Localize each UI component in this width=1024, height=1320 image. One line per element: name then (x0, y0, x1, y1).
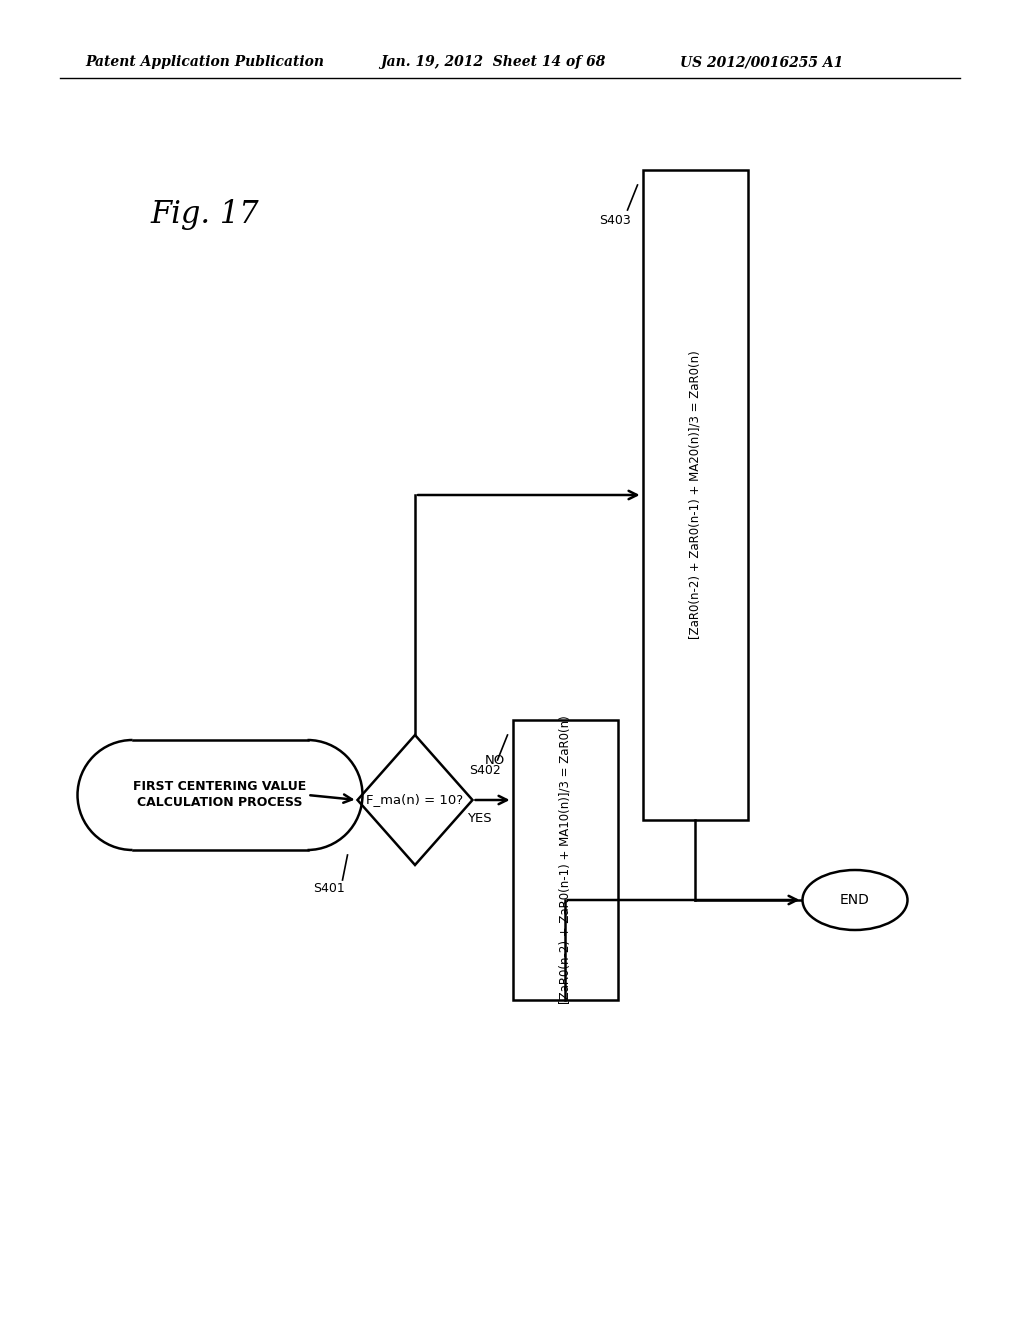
Text: [ZaR0(n-2) + ZaR0(n-1) + MA10(n)]/3 = ZaR0(n): [ZaR0(n-2) + ZaR0(n-1) + MA10(n)]/3 = Za… (558, 715, 571, 1005)
Text: S401: S401 (313, 882, 345, 895)
Bar (642, 170, 748, 820)
Text: FIRST CENTERING VALUE
CALCULATION PROCESS: FIRST CENTERING VALUE CALCULATION PROCES… (133, 780, 306, 809)
Text: END: END (840, 894, 870, 907)
Text: S402: S402 (470, 763, 502, 776)
Bar (512, 719, 617, 1001)
Ellipse shape (803, 870, 907, 931)
Text: S403: S403 (600, 214, 632, 227)
Text: Patent Application Publication: Patent Application Publication (85, 55, 324, 69)
Text: Jan. 19, 2012  Sheet 14 of 68: Jan. 19, 2012 Sheet 14 of 68 (380, 55, 605, 69)
Text: Fig. 17: Fig. 17 (150, 199, 259, 231)
Text: F_ma(n) = 10?: F_ma(n) = 10? (367, 793, 464, 807)
Text: [ZaR0(n-2) + ZaR0(n-1) + MA20(n)]/3 = ZaR0(n): [ZaR0(n-2) + ZaR0(n-1) + MA20(n)]/3 = Za… (688, 351, 701, 639)
FancyBboxPatch shape (132, 741, 307, 850)
Text: US 2012/0016255 A1: US 2012/0016255 A1 (680, 55, 843, 69)
Polygon shape (357, 735, 472, 865)
Text: YES: YES (468, 812, 493, 825)
Text: NO: NO (484, 754, 505, 767)
